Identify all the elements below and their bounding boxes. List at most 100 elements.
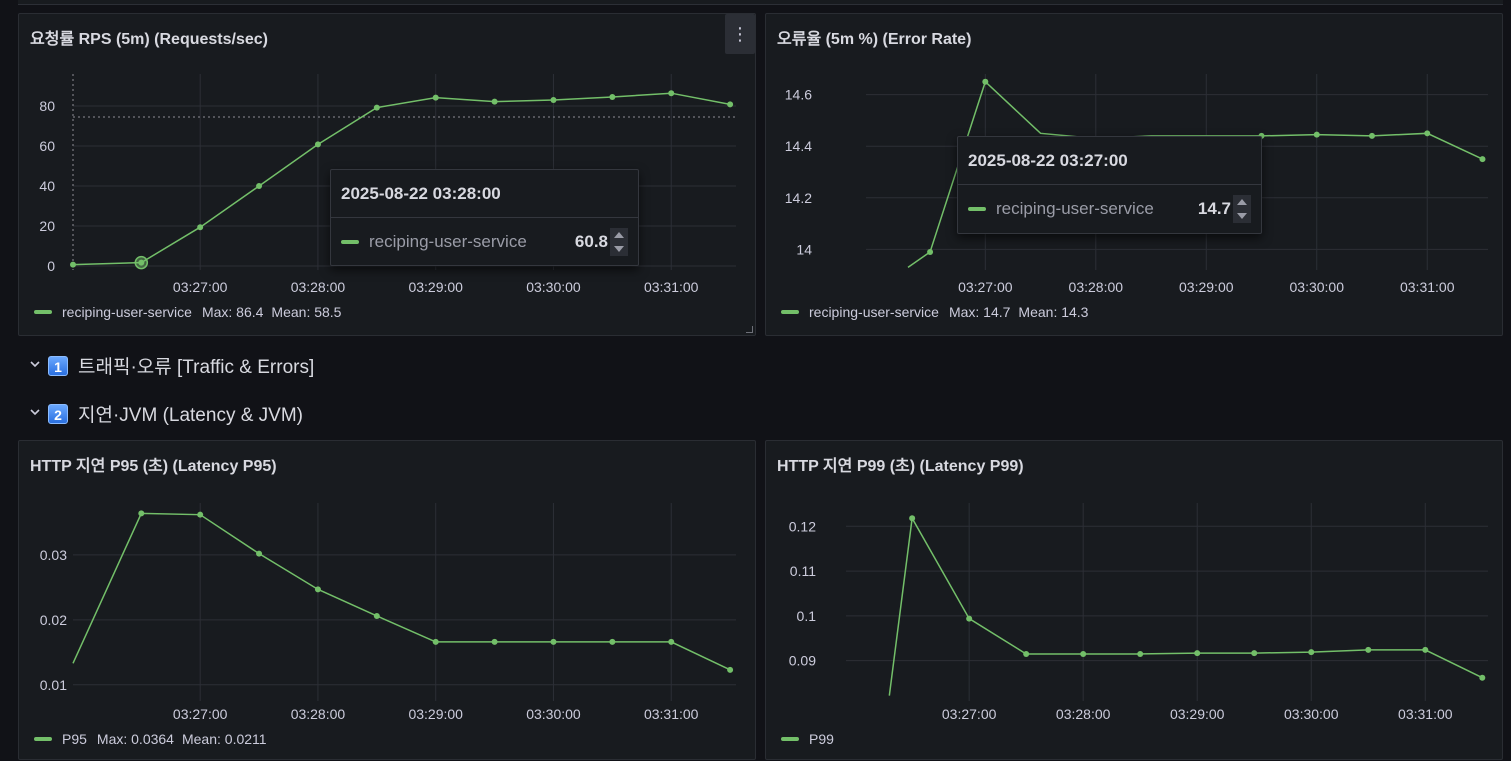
data-point[interactable]	[727, 101, 734, 108]
y-tick-label: 14.2	[785, 190, 812, 206]
data-point[interactable]	[1194, 650, 1201, 657]
data-point[interactable]	[256, 550, 263, 557]
data-point[interactable]	[70, 261, 76, 268]
data-point[interactable]	[491, 638, 498, 645]
data-point[interactable]	[1365, 646, 1372, 653]
x-tick-label: 03:30:00	[526, 706, 581, 722]
legend-series-name[interactable]: reciping-user-service	[62, 304, 192, 320]
row-header-latency[interactable]: 2 지연·JVM (Latency & JVM)	[30, 400, 303, 427]
chart-latency-p95[interactable]: 03:27:00 03:28:00 03:29:00 03:30:00 03:31:00…	[19, 441, 757, 761]
data-point[interactable]	[1251, 650, 1258, 657]
data-point[interactable]	[138, 510, 145, 517]
data-point[interactable]	[1308, 649, 1315, 656]
x-tick-label: 03:29:00	[408, 706, 463, 722]
panel-latency-p95[interactable]: HTTP 지연 P95 (초) (Latency P95) 03:27:00 03…	[18, 440, 756, 760]
data-point[interactable]	[1479, 156, 1486, 163]
resize-handle[interactable]	[746, 326, 753, 333]
x-tick-label: 03:31:00	[1400, 279, 1455, 295]
data-point[interactable]	[197, 511, 204, 518]
data-point[interactable]	[1424, 130, 1431, 137]
data-point[interactable]	[373, 612, 380, 619]
panel-error-rate[interactable]: 오류율 (5m %) (Error Rate) 03:27:00 03:28:00…	[765, 13, 1503, 336]
legend[interactable]: reciping-user-service Max: 86.4 Mean: 58…	[34, 304, 349, 320]
data-point[interactable]	[256, 183, 263, 189]
panel-latency-p99[interactable]: HTTP 지연 P99 (초) (Latency P99) 03:27:00 03…	[765, 440, 1503, 760]
legend-color-swatch	[781, 310, 799, 314]
data-point[interactable]	[432, 94, 439, 101]
legend[interactable]: P99	[781, 731, 844, 747]
data-point[interactable]	[491, 98, 498, 105]
legend[interactable]: reciping-user-service Max: 14.7 Mean: 14…	[781, 304, 1096, 320]
series-line	[72, 92, 731, 266]
tooltip-scroll-icon[interactable]	[610, 228, 628, 256]
panel-title[interactable]: 요청률 RPS (5m) (Requests/sec)	[30, 31, 268, 48]
data-point[interactable]	[1313, 131, 1320, 138]
data-point[interactable]	[1137, 650, 1144, 657]
data-point[interactable]	[609, 638, 616, 645]
tooltip-value: 14.7	[1197, 199, 1231, 218]
row-title: 트래픽·오류 [Traffic & Errors]	[78, 357, 315, 378]
top-panel-edge	[18, 0, 1503, 5]
data-point[interactable]	[138, 259, 145, 266]
data-point[interactable]	[966, 615, 973, 622]
legend-series-name[interactable]: P99	[809, 731, 834, 747]
tooltip-time: 2025-08-22 03:27:00	[958, 137, 1261, 185]
panel-title[interactable]: 오류율 (5m %) (Error Rate)	[777, 31, 972, 48]
x-tick-label: 03:29:00	[1170, 706, 1225, 722]
panel-menu-button[interactable]: ⋮	[725, 14, 755, 54]
data-point[interactable]	[550, 638, 557, 645]
chart-latency-p99[interactable]: 03:27:00 03:28:00 03:29:00 03:30:00 03:31:00…	[766, 441, 1504, 761]
hover-point[interactable]	[134, 255, 149, 270]
y-tick-label: 14	[796, 241, 812, 257]
x-tick-label: 03:27:00	[958, 279, 1013, 295]
data-point[interactable]	[1479, 674, 1486, 681]
y-tick-label: 0.03	[40, 547, 67, 563]
row-header-traffic[interactable]: 1 트래픽·오류 [Traffic & Errors]	[30, 352, 314, 379]
x-tick-label: 03:31:00	[644, 279, 699, 295]
legend-series-name[interactable]: reciping-user-service	[809, 304, 939, 320]
legend[interactable]: P95 Max: 0.0364 Mean: 0.0211	[34, 731, 275, 747]
data-point[interactable]	[1368, 132, 1375, 139]
data-point[interactable]	[432, 638, 439, 645]
legend-series-name[interactable]: P95	[62, 731, 87, 747]
x-tick-label: 03:27:00	[173, 706, 228, 722]
data-point[interactable]	[668, 638, 675, 645]
panel-rps[interactable]: 요청률 RPS (5m) (Requests/sec) ⋮ 03:27:00 03…	[18, 13, 756, 336]
y-tick-label: 0.12	[789, 518, 816, 534]
chevron-down-icon	[30, 408, 40, 415]
legend-color-swatch	[34, 737, 52, 741]
panel-title[interactable]: HTTP 지연 P99 (초) (Latency P99)	[777, 458, 1024, 475]
data-point[interactable]	[1023, 650, 1030, 657]
y-tick-label: 60	[39, 138, 55, 154]
tooltip-scroll-icon[interactable]	[1233, 195, 1251, 223]
data-point[interactable]	[982, 78, 989, 85]
data-point[interactable]	[550, 97, 557, 103]
x-tick-label: 03:28:00	[291, 706, 346, 722]
row-title: 지연·JVM (Latency & JVM)	[78, 405, 303, 426]
data-point[interactable]	[197, 224, 204, 231]
data-point[interactable]	[1422, 646, 1429, 653]
x-tick-label: 03:31:00	[1398, 706, 1453, 722]
data-point[interactable]	[927, 248, 934, 255]
series-line	[907, 80, 1483, 269]
y-tick-label: 20	[39, 218, 55, 234]
data-point[interactable]	[909, 515, 916, 522]
data-point[interactable]	[668, 90, 675, 97]
chevron-down-icon	[30, 360, 40, 367]
data-point[interactable]	[1080, 650, 1087, 657]
x-tick-label: 03:28:00	[291, 279, 346, 295]
legend-mean: Mean: 0.0211	[181, 731, 267, 747]
panel-title[interactable]: HTTP 지연 P95 (초) (Latency P95)	[30, 458, 277, 475]
data-point[interactable]	[314, 586, 321, 593]
x-tick-label: 03:30:00	[1290, 279, 1345, 295]
y-tick-label: 0.01	[40, 677, 67, 693]
data-point[interactable]	[373, 104, 380, 111]
y-tick-label: 14.4	[785, 138, 812, 154]
data-point[interactable]	[314, 141, 321, 148]
x-tick-label: 03:30:00	[1284, 706, 1339, 722]
x-tick-label: 03:28:00	[1069, 279, 1124, 295]
data-point[interactable]	[609, 94, 616, 100]
data-point[interactable]	[727, 666, 734, 673]
y-tick-label: 80	[39, 98, 55, 114]
tooltip: 2025-08-22 03:28:00 reciping-user-servic…	[330, 169, 639, 266]
